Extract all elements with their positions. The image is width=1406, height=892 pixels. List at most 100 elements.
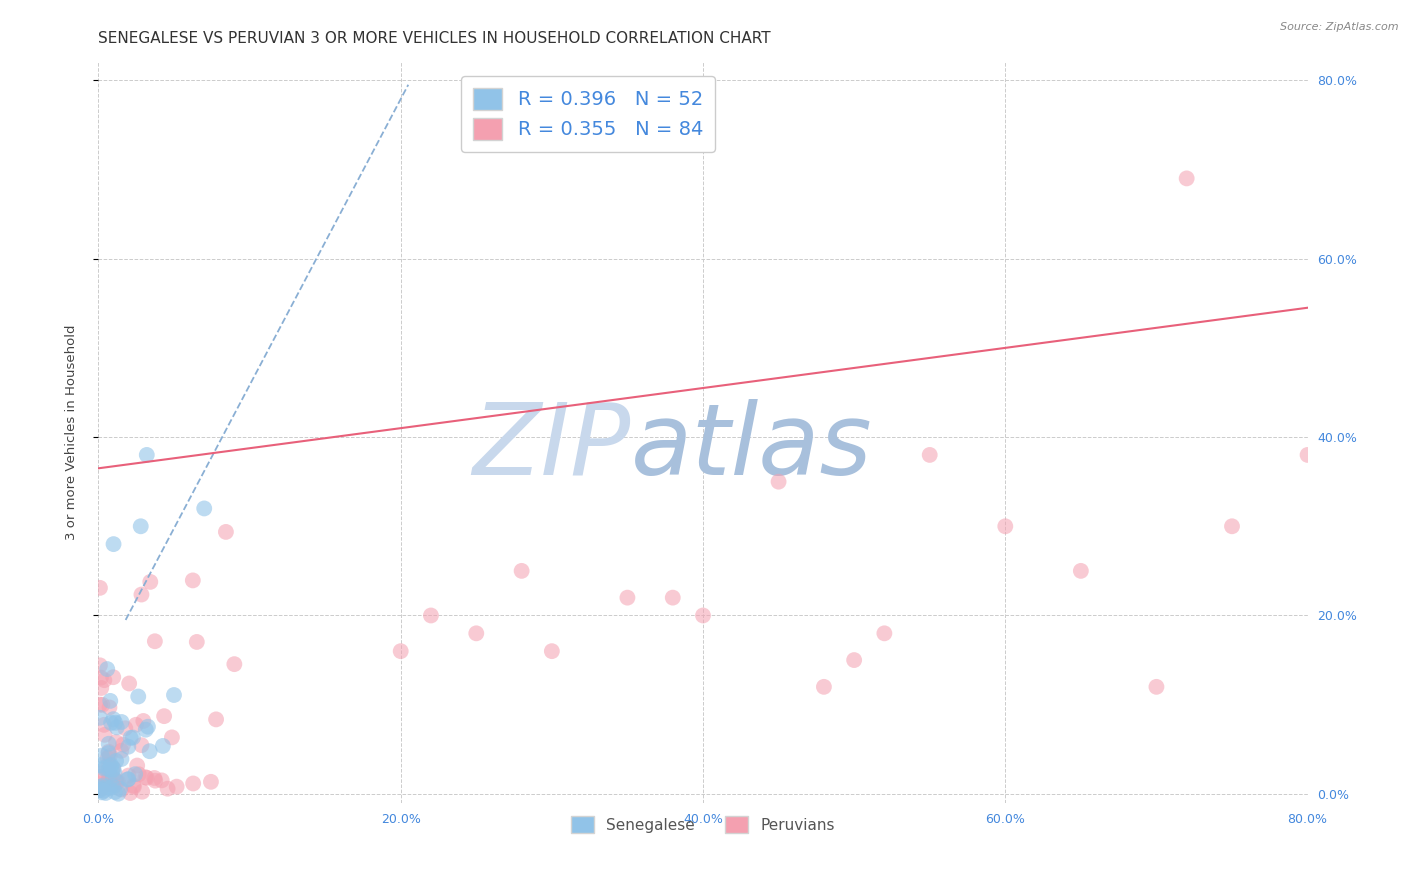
Point: [96, 662, 118, 676]
Text: SENEGALESE VS PERUVIAN 3 OR MORE VEHICLES IN HOUSEHOLD CORRELATION CHART: SENEGALESE VS PERUVIAN 3 OR MORE VEHICLE…: [98, 31, 770, 46]
Point: [89, 781, 111, 796]
Point: [97, 751, 120, 765]
Point: [125, 718, 148, 732]
Point: [134, 770, 156, 784]
Point: [110, 714, 132, 729]
Point: [103, 537, 125, 551]
Point: [101, 761, 124, 775]
Point: [101, 778, 124, 792]
Point: [103, 670, 125, 684]
Point: [90, 766, 112, 780]
Point: [91, 698, 114, 712]
Point: [138, 744, 160, 758]
Point: [105, 774, 128, 789]
Point: [1175, 171, 1198, 186]
Point: [97, 745, 120, 759]
Point: [132, 714, 155, 728]
Point: [105, 735, 128, 749]
Point: [163, 688, 186, 702]
Point: [117, 772, 139, 787]
Point: [389, 644, 412, 658]
Point: [136, 720, 159, 734]
Point: [90, 781, 112, 796]
Point: [873, 626, 896, 640]
Point: [110, 782, 132, 797]
Point: [90, 671, 112, 685]
Point: [110, 744, 132, 758]
Point: [122, 779, 145, 793]
Point: [107, 787, 129, 801]
Point: [98, 771, 121, 785]
Point: [89, 658, 111, 673]
Point: [131, 588, 153, 602]
Point: [186, 635, 208, 649]
Point: [127, 758, 149, 772]
Point: [224, 657, 246, 672]
Point: [150, 773, 173, 788]
Point: [101, 770, 124, 784]
Point: [124, 767, 146, 781]
Point: [103, 762, 125, 776]
Point: [104, 715, 127, 730]
Point: [100, 715, 122, 730]
Point: [104, 785, 127, 799]
Point: [143, 634, 166, 648]
Point: [93, 778, 115, 792]
Point: [420, 608, 443, 623]
Point: [128, 767, 150, 781]
Point: [120, 731, 142, 745]
Point: [143, 771, 166, 785]
Point: [127, 690, 149, 704]
Legend: Senegalese, Peruvians: Senegalese, Peruvians: [565, 810, 841, 839]
Point: [110, 752, 132, 766]
Point: [768, 475, 790, 489]
Point: [465, 626, 488, 640]
Point: [813, 680, 835, 694]
Point: [90, 785, 112, 799]
Point: [97, 757, 120, 772]
Point: [93, 760, 115, 774]
Point: [103, 778, 125, 792]
Point: [135, 448, 157, 462]
Point: [97, 737, 120, 751]
Point: [89, 781, 111, 796]
Point: [918, 448, 941, 462]
Point: [89, 777, 111, 791]
Point: [103, 712, 125, 726]
Point: [98, 700, 121, 714]
Point: [90, 748, 112, 763]
Point: [152, 739, 174, 753]
Point: [181, 776, 204, 790]
Point: [117, 768, 139, 782]
Point: [135, 723, 157, 737]
Point: [200, 774, 222, 789]
Point: [118, 676, 141, 690]
Point: [112, 738, 135, 752]
Point: [205, 712, 228, 726]
Point: [122, 731, 145, 745]
Point: [122, 780, 145, 794]
Point: [97, 746, 120, 760]
Point: [120, 786, 142, 800]
Point: [143, 773, 166, 788]
Point: [98, 766, 121, 780]
Point: [93, 673, 115, 688]
Point: [100, 759, 122, 773]
Point: [160, 731, 183, 745]
Point: [139, 574, 162, 589]
Point: [90, 770, 112, 784]
Point: [89, 780, 111, 794]
Point: [114, 721, 136, 735]
Point: [661, 591, 683, 605]
Point: [98, 772, 121, 787]
Point: [100, 771, 122, 785]
Point: [156, 781, 179, 796]
Point: [105, 754, 128, 768]
Point: [89, 698, 111, 712]
Point: [89, 711, 111, 725]
Point: [94, 786, 117, 800]
Point: [93, 762, 115, 776]
Point: [844, 653, 866, 667]
Point: [1220, 519, 1243, 533]
Point: [129, 519, 152, 533]
